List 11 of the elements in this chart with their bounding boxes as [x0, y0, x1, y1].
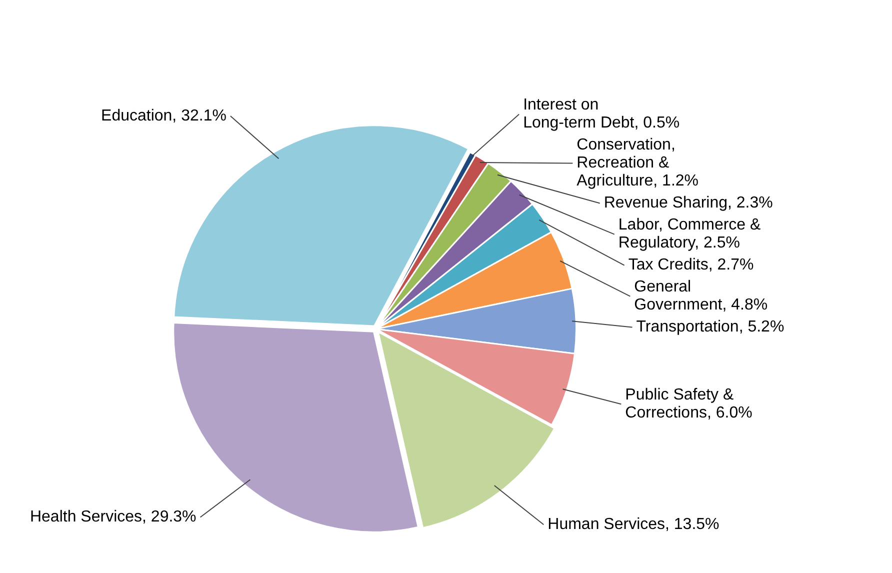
- slice-label: Education, 32.1%: [101, 107, 226, 124]
- slice-label: Human Services, 13.5%: [548, 516, 720, 534]
- slice-label: Public Safety & Corrections, 6.0%: [625, 386, 752, 422]
- slice-label: Transportation, 5.2%: [636, 318, 784, 336]
- slice-label: Tax Credits, 2.7%: [628, 256, 754, 274]
- slice-label: General Government, 4.8%: [634, 278, 768, 314]
- slice-label: Conservation, Recreation & Agriculture, 1.2%: [576, 136, 699, 190]
- slice-label: Labor, Commerce & Regulatory, 2.5%: [618, 216, 762, 252]
- slice-label: Interest on Long-term Debt, 0.5%: [523, 96, 680, 132]
- slice-label: Revenue Sharing, 2.3%: [604, 194, 773, 212]
- slice-label: Health Services, 29.3%: [30, 508, 196, 526]
